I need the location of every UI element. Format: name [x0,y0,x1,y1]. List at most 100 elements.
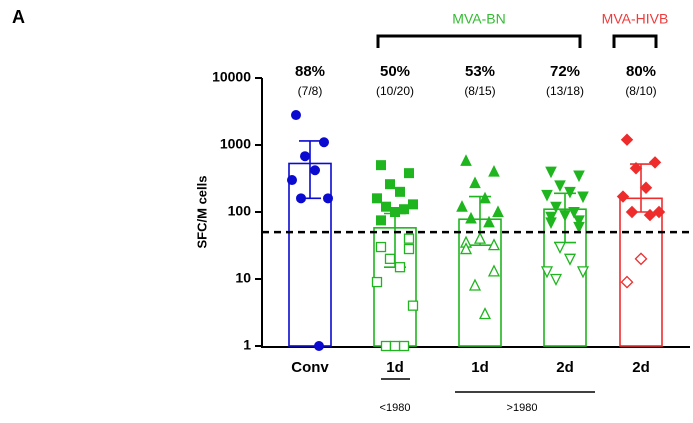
point [573,221,585,234]
point [483,215,495,228]
point [616,190,630,203]
point [629,162,643,175]
point [568,207,580,219]
point [473,231,487,244]
y-tick-label: 100 [228,203,252,219]
y-tick-label: 1 [243,337,251,353]
point [545,166,557,179]
point [559,210,571,222]
point [394,262,406,273]
point [456,200,468,212]
point [460,154,472,166]
point [381,201,391,212]
bracket [612,34,658,48]
point [404,168,414,179]
point [372,193,382,204]
point [407,300,419,311]
point [371,276,383,288]
point [376,160,386,171]
percent-label: 50% [380,63,410,80]
fraction-label: (10/20) [376,84,414,98]
point [375,241,387,253]
point [300,151,310,162]
point [310,165,320,176]
percent-label: 72% [550,63,580,80]
point [554,180,566,192]
y-tick-label: 10 [235,270,251,286]
point [576,266,590,279]
point [541,189,553,202]
point [319,137,329,148]
point [384,253,396,264]
bar [619,197,663,347]
point [652,205,666,219]
point [465,211,477,224]
point [323,193,333,204]
point [634,252,648,266]
point [408,199,418,210]
point [549,273,563,286]
point [492,205,504,217]
point [291,110,301,121]
point [487,264,501,277]
point [643,208,657,222]
y-axis-label: SFC/M cells [194,176,209,249]
y-tick-label: 10000 [212,69,251,85]
x-tick-label: 1d [471,359,489,376]
fraction-label: (13/18) [546,84,584,98]
point [390,207,400,217]
point [314,341,324,351]
x-tick-label: 1d [386,359,404,376]
x-tick-label: 2d [556,359,574,376]
x-tick-label: 2d [632,359,650,376]
point [376,215,386,226]
point [545,217,557,229]
point [287,175,297,186]
point [550,201,562,214]
point [479,191,491,204]
point [564,186,576,199]
fraction-label: (8/10) [625,84,656,98]
point [389,340,401,352]
point [478,307,492,320]
era-label: <1980 [380,402,411,414]
y-tick-label: 1000 [220,136,251,152]
point [398,340,410,352]
point [639,181,653,194]
point [399,204,409,215]
x-tick-label: Conv [291,359,329,376]
point [540,266,554,279]
point [385,179,395,190]
point [380,340,392,352]
point [403,243,415,255]
point [488,165,500,177]
point [545,211,557,224]
point [563,253,577,266]
point [648,156,662,169]
panel-label: A [12,7,25,27]
group-label: MVA-BN [452,11,505,27]
bracket [376,34,582,48]
era-label: >1980 [507,402,538,414]
point [573,170,585,183]
point [625,205,639,219]
fraction-label: (8/15) [464,84,495,98]
fraction-label: (7/8) [298,84,323,98]
percent-label: 53% [465,63,495,80]
point [620,133,634,146]
point [403,233,415,244]
point [395,186,405,197]
percent-label: 80% [626,63,656,80]
percent-label: 88% [295,63,325,80]
point [487,238,501,251]
point [577,191,589,204]
point [468,278,482,291]
point [573,215,585,227]
point [469,176,481,189]
point [459,242,473,255]
point [296,193,306,204]
point [620,275,634,289]
point [553,241,567,254]
